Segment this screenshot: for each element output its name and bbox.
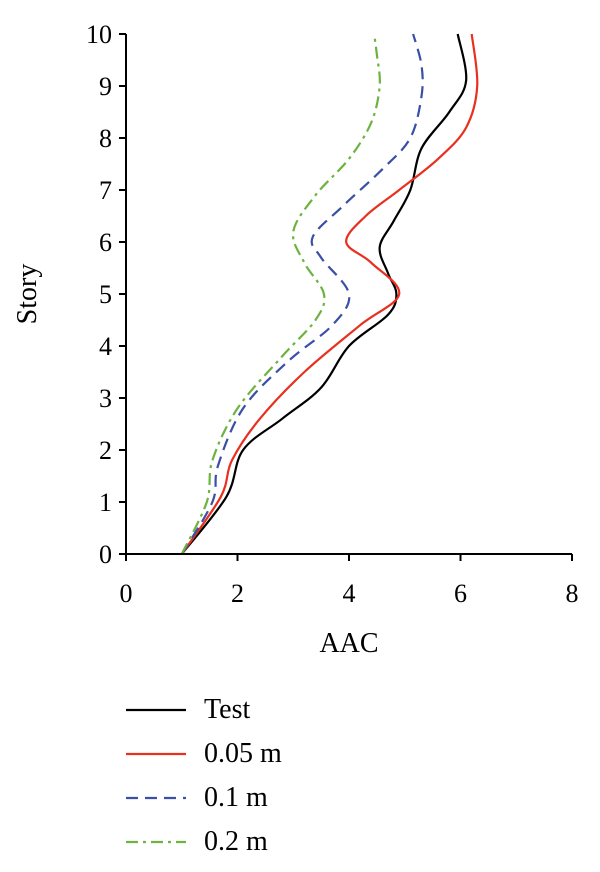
series-line-test <box>180 33 468 555</box>
legend-label: Test <box>204 694 251 725</box>
x-ticks: 0 2 4 6 8 <box>120 554 579 608</box>
y-tick-label: 8 <box>99 124 112 153</box>
x-tick-label: 4 <box>343 579 356 608</box>
legend-item: 0.2 m <box>126 820 282 864</box>
legend-item: Test <box>126 688 282 732</box>
y-axis-title: Story <box>12 264 43 325</box>
x-axis-title: AAC <box>319 628 378 659</box>
y-tick-label: 2 <box>99 436 112 465</box>
x-tick-label: 2 <box>231 579 244 608</box>
legend-swatch <box>126 708 186 712</box>
y-tick-label: 10 <box>86 20 112 49</box>
legend-swatch <box>126 796 186 800</box>
legend-label: 0.2 m <box>204 826 268 857</box>
legend-item: 0.05 m <box>126 732 282 776</box>
x-tick-label: 0 <box>120 579 133 608</box>
x-tick-label: 6 <box>454 579 467 608</box>
legend-swatch <box>126 752 186 756</box>
series-line-0-1-m <box>180 33 424 555</box>
y-tick-label: 7 <box>99 176 112 205</box>
legend-item: 0.1 m <box>126 776 282 820</box>
y-tick-label: 3 <box>99 384 112 413</box>
legend-label: 0.1 m <box>204 782 268 813</box>
y-tick-label: 6 <box>99 228 112 257</box>
y-tick-label: 5 <box>99 280 112 309</box>
series-line-0-05-m <box>180 33 479 555</box>
legend: Test 0.05 m 0.1 m 0.2 m <box>126 688 282 864</box>
y-tick-label: 0 <box>99 540 112 569</box>
line-chart: 0 2 4 6 8 0 1 2 3 4 5 6 7 8 9 10 AAC Story <box>12 20 579 659</box>
legend-label: 0.05 m <box>204 738 282 769</box>
y-ticks: 0 1 2 3 4 5 6 7 8 9 10 <box>86 20 126 569</box>
x-tick-label: 8 <box>566 579 579 608</box>
series-layer <box>180 33 479 555</box>
y-tick-label: 4 <box>99 332 112 361</box>
y-tick-label: 9 <box>99 72 112 101</box>
y-tick-label: 1 <box>99 488 112 517</box>
series-line-0-2-m <box>180 33 381 555</box>
legend-swatch <box>126 840 186 844</box>
